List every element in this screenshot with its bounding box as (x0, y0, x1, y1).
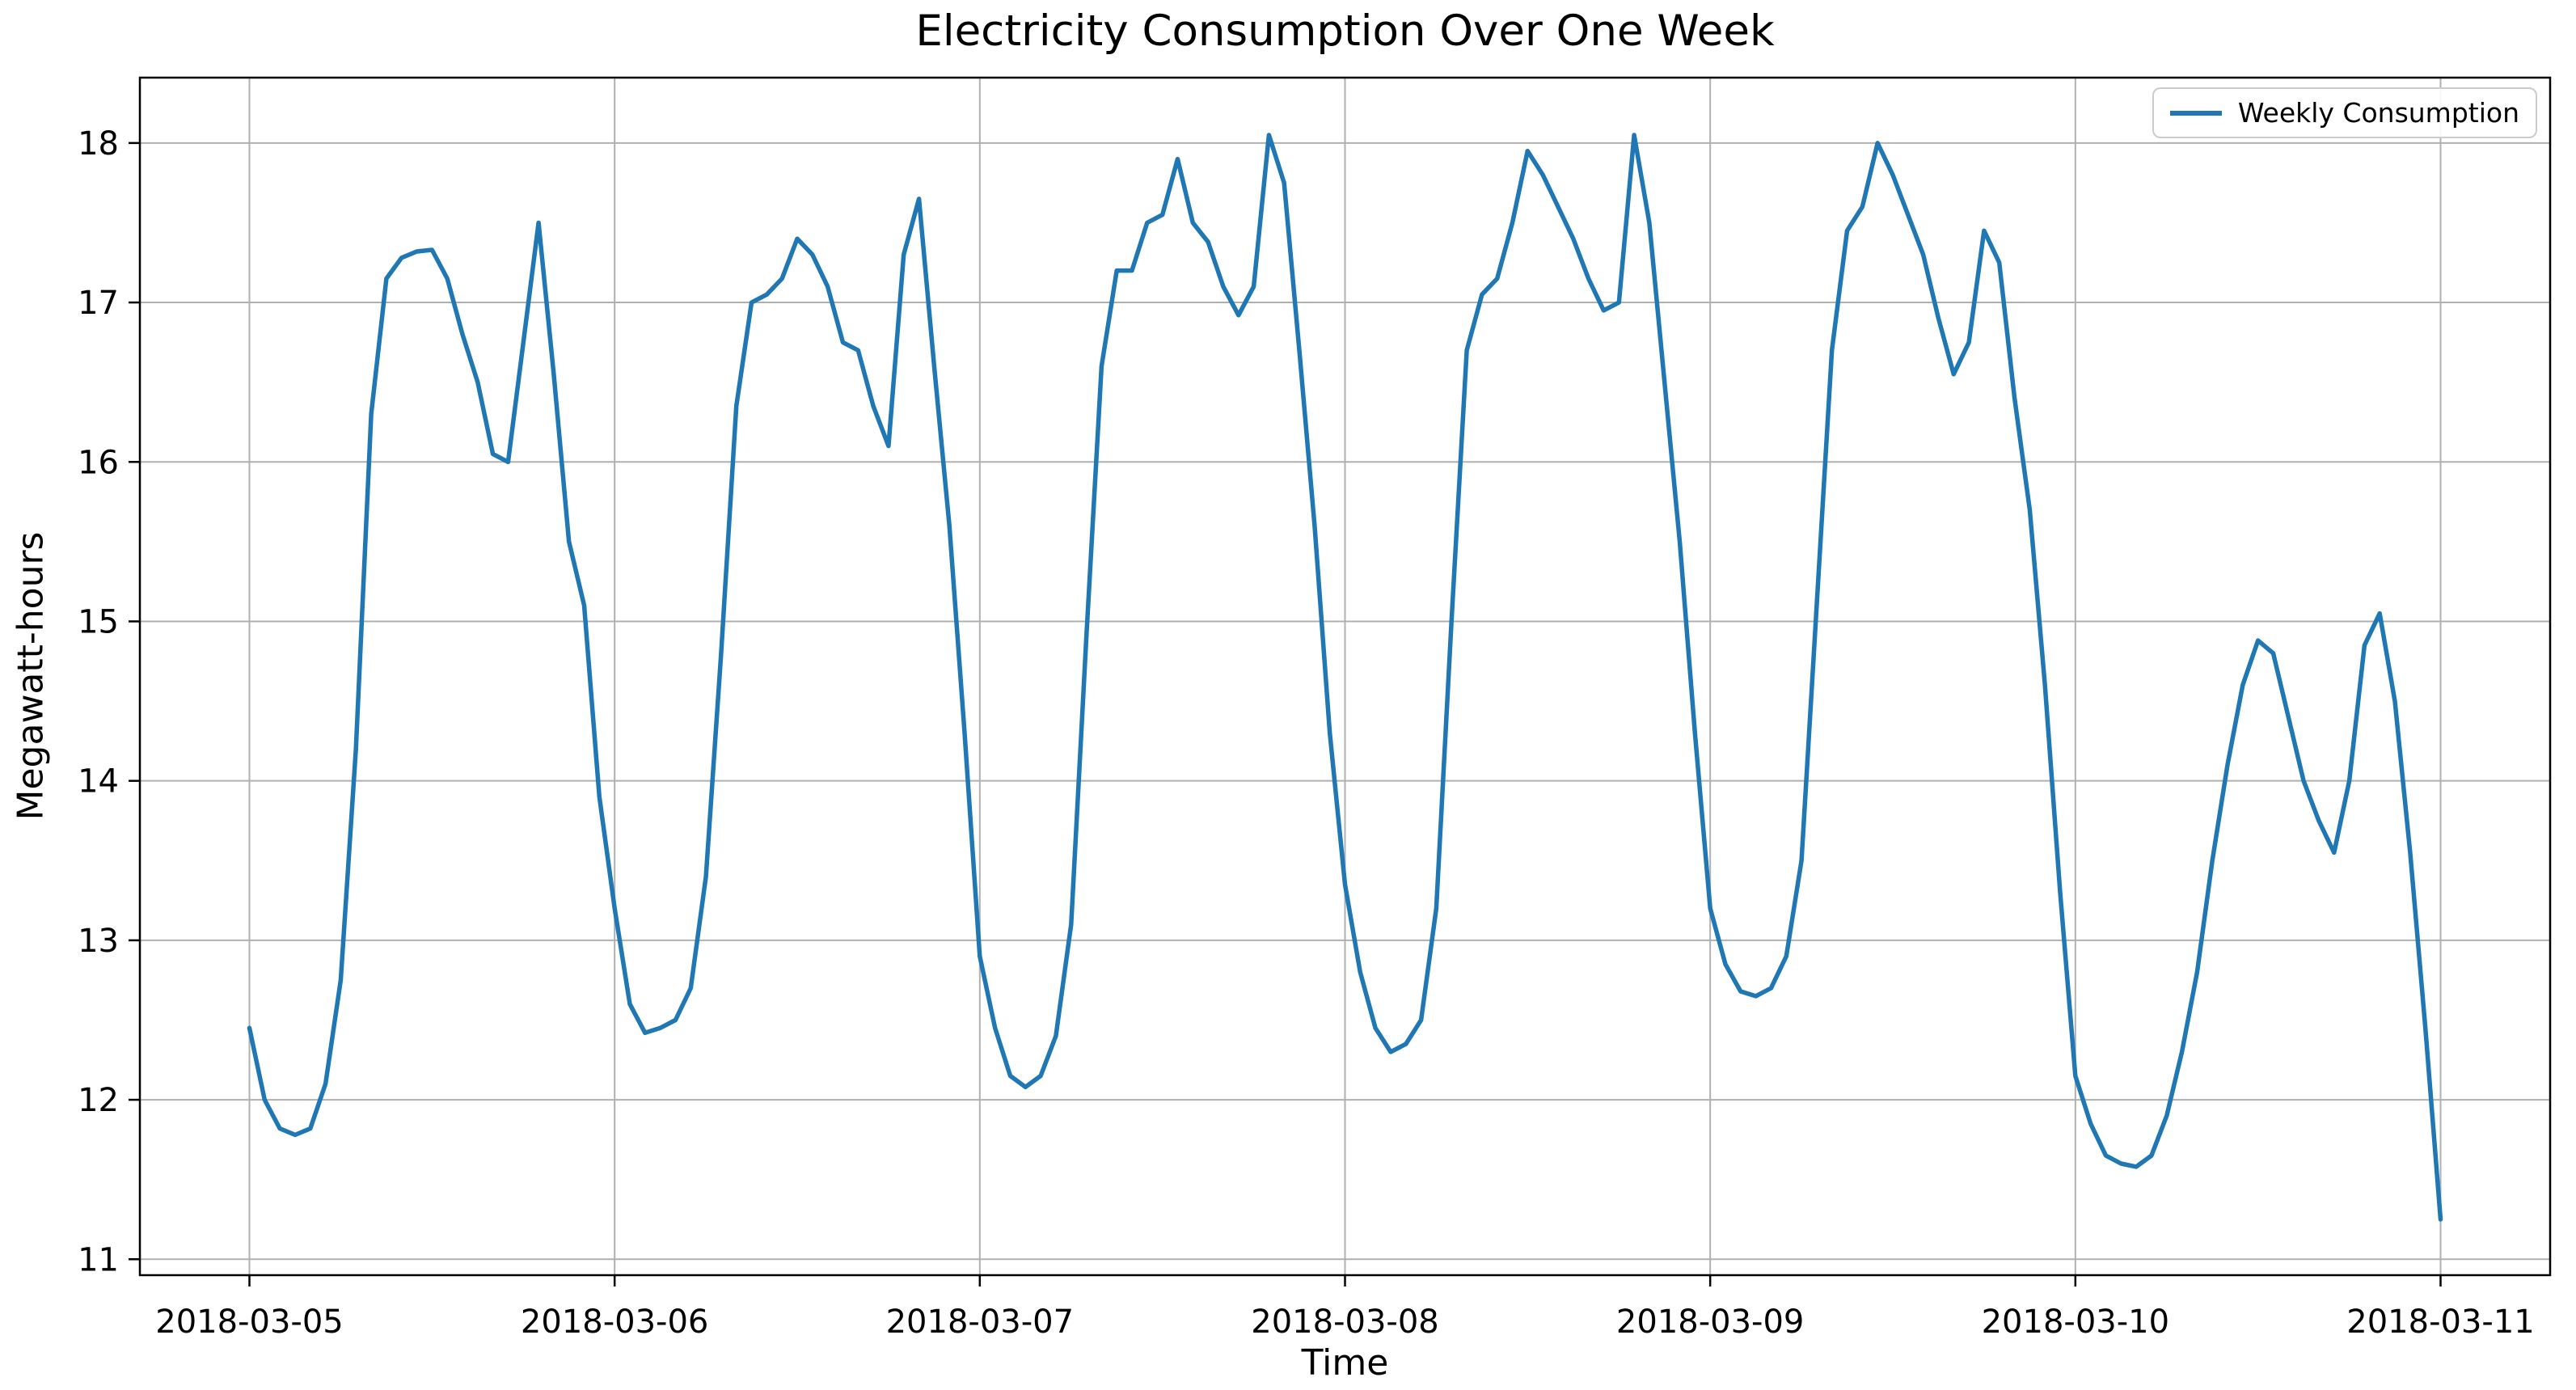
x-tick-label: 2018-03-11 (2346, 1303, 2534, 1341)
y-tick-label: 16 (78, 444, 119, 481)
y-tick-label: 15 (78, 603, 119, 640)
x-tick-label: 2018-03-07 (886, 1303, 1074, 1341)
x-tick-label: 2018-03-08 (1251, 1303, 1438, 1341)
x-tick-label: 2018-03-09 (1616, 1303, 1804, 1341)
x-tick-label: 2018-03-10 (1982, 1303, 2169, 1341)
y-axis-label: Megawatt-hours (10, 531, 52, 821)
y-tick-label: 11 (78, 1241, 119, 1278)
chart-title: Electricity Consumption Over One Week (915, 6, 1775, 56)
y-tick-label: 12 (78, 1082, 119, 1119)
legend-series-label: Weekly Consumption (2237, 97, 2519, 129)
consumption-line (247, 133, 2443, 1222)
x-tick-label: 2018-03-06 (521, 1303, 708, 1341)
y-tick-label: 17 (78, 285, 119, 322)
y-tick-label: 14 (78, 763, 119, 801)
y-tick-label: 18 (78, 125, 119, 163)
y-tick-label: 13 (78, 923, 119, 960)
x-tick-label: 2018-03-05 (155, 1303, 343, 1341)
x-axis-label: Time (1301, 1342, 1389, 1384)
legend-line-sample-icon (2169, 110, 2222, 116)
legend: Weekly Consumption (2152, 87, 2537, 138)
